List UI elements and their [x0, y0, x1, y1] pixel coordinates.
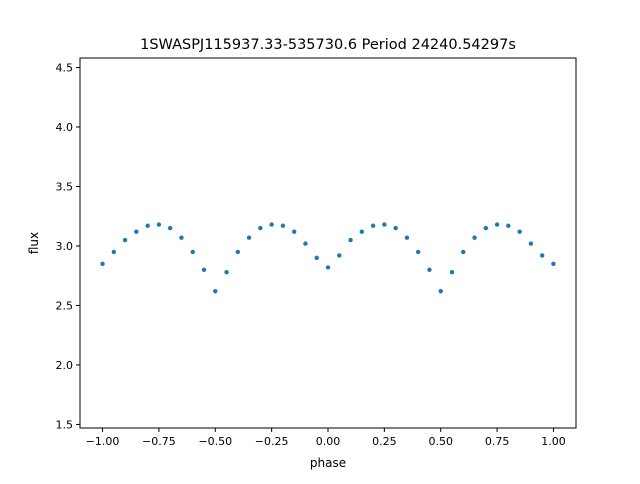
data-point: [100, 261, 105, 267]
y-tick-label: 3.0: [56, 240, 74, 253]
data-point: [156, 222, 162, 227]
y-tick-label: 4.0: [56, 121, 74, 134]
data-point: [303, 241, 308, 246]
data-point: [167, 225, 173, 231]
x-tick-label: 0.25: [372, 435, 397, 448]
data-point: [179, 235, 184, 240]
data-point: [190, 249, 195, 255]
x-tick-label: 0.75: [485, 435, 510, 448]
data-point: [393, 225, 398, 231]
data-point: [325, 265, 331, 270]
y-tick-label: 4.5: [56, 62, 74, 75]
x-axis-label: phase: [310, 456, 346, 470]
data-point: [246, 235, 252, 240]
data-point: [269, 222, 274, 227]
data-point: [370, 223, 376, 228]
data-point: [291, 229, 297, 234]
data-point: [134, 229, 139, 234]
data-point: [472, 235, 477, 240]
data-point: [258, 225, 263, 231]
x-tick-label: −0.75: [142, 435, 176, 448]
data-point: [506, 223, 511, 228]
data-point: [348, 237, 353, 243]
plot-frame: [79, 57, 577, 429]
x-tick-label: −0.50: [198, 435, 232, 448]
data-point: [201, 267, 207, 272]
data-point: [494, 222, 500, 227]
data-point: [415, 249, 421, 255]
data-point: [404, 235, 410, 240]
y-tick-label: 3.5: [56, 180, 74, 193]
data-point: [314, 255, 319, 261]
x-tick-label: −0.25: [255, 435, 289, 448]
data-point: [438, 288, 443, 294]
data-points: [100, 222, 556, 294]
data-point: [280, 223, 286, 228]
y-tick-label: 2.5: [56, 299, 74, 312]
y-tick-label: 2.0: [56, 359, 74, 372]
data-point: [359, 229, 365, 234]
data-point: [517, 229, 522, 234]
x-axis: −1.00 −0.75 −0.50 −0.25 0.00 0.25 0.50 0.75 1.00: [86, 428, 566, 448]
x-tick-label: 1.00: [541, 435, 566, 448]
data-point: [427, 267, 432, 272]
data-point: [449, 269, 455, 275]
data-point: [213, 288, 218, 294]
data-point: [382, 222, 387, 227]
data-point: [145, 223, 150, 228]
data-point: [528, 241, 534, 246]
chart-title: 1SWASPJ115937.33-535730.6 Period 24240.5…: [140, 37, 516, 53]
data-point: [122, 237, 128, 243]
data-point: [235, 249, 241, 255]
x-tick-label: −1.00: [86, 435, 120, 448]
data-point: [111, 249, 117, 255]
data-point: [483, 225, 489, 231]
x-tick-label: 0.00: [316, 435, 341, 448]
x-tick-label: 0.50: [428, 435, 453, 448]
data-point: [224, 269, 229, 275]
y-axis-label: flux: [27, 232, 41, 254]
y-tick-label: 1.5: [56, 418, 74, 431]
data-point: [539, 253, 545, 258]
data-point: [337, 253, 342, 258]
y-axis: 1.5 2.0 2.5 3.0 3.5 4.0 4.5: [56, 62, 80, 431]
data-point: [551, 261, 556, 267]
data-point: [461, 249, 466, 255]
